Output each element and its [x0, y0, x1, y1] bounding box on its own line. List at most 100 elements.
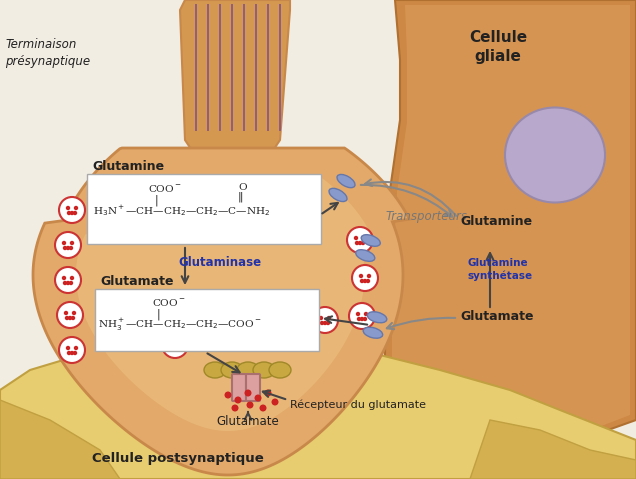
Circle shape [156, 321, 160, 325]
FancyBboxPatch shape [246, 374, 260, 401]
Circle shape [63, 281, 67, 285]
Text: Glutaminase: Glutaminase [178, 255, 261, 269]
Text: Transporteurs: Transporteurs [385, 210, 467, 223]
FancyBboxPatch shape [232, 374, 246, 401]
Text: Glutamine: Glutamine [92, 160, 164, 173]
Circle shape [55, 267, 81, 293]
Text: Glutamate: Glutamate [100, 275, 174, 288]
Circle shape [265, 316, 269, 320]
Circle shape [72, 311, 76, 315]
Circle shape [295, 331, 299, 335]
Circle shape [162, 332, 188, 358]
Circle shape [170, 346, 174, 350]
Circle shape [272, 399, 279, 406]
Circle shape [68, 316, 73, 320]
Circle shape [319, 316, 323, 320]
Circle shape [176, 346, 180, 350]
Circle shape [268, 316, 272, 320]
Polygon shape [0, 350, 636, 479]
Circle shape [264, 311, 268, 315]
Circle shape [294, 326, 298, 330]
Circle shape [62, 241, 66, 245]
Text: Glutamine: Glutamine [460, 215, 532, 228]
Circle shape [367, 274, 371, 278]
Circle shape [259, 404, 266, 411]
Circle shape [67, 351, 71, 355]
Text: H$_3$N$^+$—CH—CH$_2$—CH$_2$—C—NH$_2$: H$_3$N$^+$—CH—CH$_2$—CH$_2$—C—NH$_2$ [93, 203, 270, 218]
Polygon shape [0, 400, 120, 479]
Circle shape [70, 211, 74, 215]
Text: Cellule
gliale: Cellule gliale [469, 30, 527, 64]
Circle shape [366, 279, 370, 283]
Circle shape [71, 316, 75, 320]
Circle shape [244, 389, 251, 397]
Circle shape [349, 303, 375, 329]
Circle shape [63, 246, 67, 250]
Ellipse shape [237, 362, 259, 378]
Ellipse shape [269, 362, 291, 378]
Circle shape [271, 316, 275, 320]
Circle shape [364, 312, 368, 316]
Circle shape [64, 311, 68, 315]
Text: Glutamate: Glutamate [217, 415, 279, 428]
Circle shape [302, 326, 306, 330]
Circle shape [362, 236, 366, 240]
Circle shape [74, 206, 78, 210]
Circle shape [272, 311, 276, 315]
Circle shape [312, 307, 338, 333]
Circle shape [62, 276, 66, 280]
Circle shape [360, 279, 364, 283]
Circle shape [235, 397, 242, 403]
Circle shape [363, 279, 367, 283]
Circle shape [355, 241, 359, 245]
Circle shape [59, 337, 85, 363]
Ellipse shape [356, 250, 375, 262]
Circle shape [70, 241, 74, 245]
Ellipse shape [329, 188, 347, 202]
Text: NH$_3^+$—CH—CH$_2$—CH$_2$—COO$^-$: NH$_3^+$—CH—CH$_2$—CH$_2$—COO$^-$ [98, 317, 262, 333]
Circle shape [361, 241, 365, 245]
Polygon shape [33, 148, 410, 475]
Text: |: | [155, 195, 158, 206]
Circle shape [320, 321, 324, 325]
Circle shape [73, 351, 77, 355]
Circle shape [70, 351, 74, 355]
Text: O: O [238, 183, 247, 192]
Circle shape [173, 346, 177, 350]
Circle shape [66, 346, 70, 350]
Circle shape [359, 274, 363, 278]
Ellipse shape [363, 327, 383, 338]
Polygon shape [76, 176, 370, 431]
Circle shape [169, 341, 173, 345]
Circle shape [360, 317, 364, 321]
Circle shape [177, 341, 181, 345]
Circle shape [298, 331, 302, 335]
Ellipse shape [505, 107, 605, 203]
FancyBboxPatch shape [95, 289, 319, 351]
Circle shape [74, 346, 78, 350]
Circle shape [66, 206, 70, 210]
Circle shape [356, 312, 360, 316]
Circle shape [69, 246, 73, 250]
Circle shape [327, 316, 331, 320]
Text: COO$^-$: COO$^-$ [152, 297, 186, 308]
Text: Glutamine
synthétase: Glutamine synthétase [468, 258, 533, 281]
Circle shape [149, 316, 153, 320]
Circle shape [301, 331, 305, 335]
Circle shape [354, 236, 358, 240]
Circle shape [254, 395, 261, 401]
Ellipse shape [204, 362, 226, 378]
Circle shape [157, 316, 161, 320]
Ellipse shape [361, 235, 380, 246]
Polygon shape [385, 0, 636, 479]
Circle shape [73, 211, 77, 215]
Circle shape [352, 265, 378, 291]
Circle shape [57, 302, 83, 328]
Circle shape [287, 317, 313, 343]
Circle shape [363, 317, 367, 321]
Circle shape [357, 317, 361, 321]
Polygon shape [180, 0, 290, 155]
Text: |: | [157, 308, 161, 319]
Circle shape [265, 389, 272, 397]
FancyBboxPatch shape [87, 174, 321, 244]
